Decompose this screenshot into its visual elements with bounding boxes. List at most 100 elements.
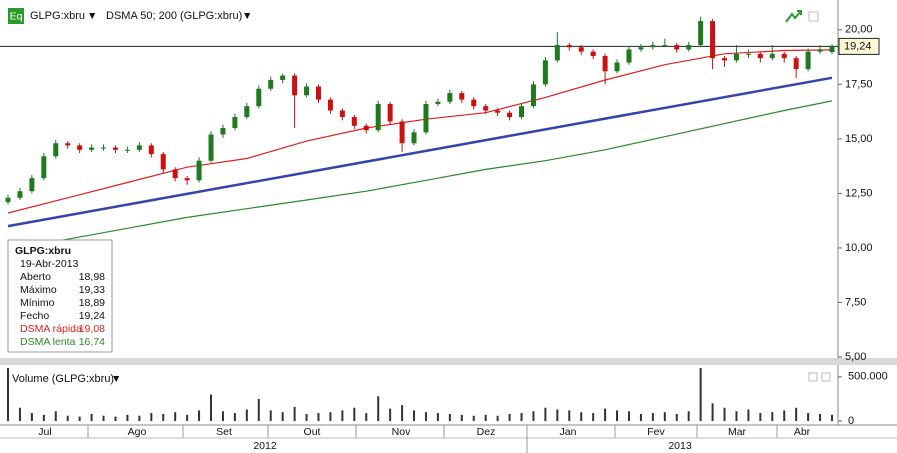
legend-value: 16,74 [79, 336, 105, 348]
candle-body [112, 147, 118, 150]
volume-bar [436, 413, 439, 421]
candle-body [722, 58, 728, 61]
candle-body [101, 147, 107, 149]
volume-bar [759, 413, 762, 421]
volume-bar [604, 408, 607, 421]
volume-bar [496, 415, 499, 421]
y-tick-label: 5,00 [845, 351, 866, 363]
symbol-icon[interactable] [8, 8, 24, 24]
candle-body [626, 49, 632, 63]
year-label: 2013 [668, 440, 692, 452]
trend-icon[interactable] [785, 10, 802, 23]
volume-bar [365, 413, 368, 421]
volume-bar [580, 412, 583, 421]
volume-bar [198, 410, 201, 421]
candle-body [423, 103, 429, 133]
candle-body [196, 160, 202, 181]
window-button[interactable] [821, 372, 831, 382]
volume-bar [30, 413, 33, 421]
info-value: 19,24 [79, 310, 105, 322]
info-title: GLPG:xbru [15, 245, 71, 257]
info-value: 18,89 [79, 297, 105, 309]
volume-bar [66, 415, 69, 421]
symbol-label[interactable]: GLPG:xbru [30, 10, 85, 22]
dropdown-arrow[interactable]: ▼ [111, 373, 121, 385]
volume-bar [245, 409, 248, 421]
legend-label: DSMA lenta [20, 336, 76, 348]
x-tick-label: Out [304, 426, 321, 438]
volume-bar [221, 411, 224, 421]
volume-bar [269, 410, 272, 421]
candle-body [351, 117, 357, 126]
candle-body [244, 106, 250, 118]
candle-body [327, 99, 333, 111]
legend-label: DSMA rápida [20, 323, 82, 335]
indicator-label[interactable]: DSMA 50; 200 (GLPG:xbru) [106, 10, 242, 22]
candle-body [638, 47, 644, 50]
candle-body [674, 45, 680, 50]
volume-bar [7, 368, 9, 421]
candle-body [65, 143, 71, 146]
candle-body [614, 62, 620, 72]
y-tick-label: 0 [848, 415, 854, 427]
volume-title[interactable]: Volume (GLPG:xbru) [12, 373, 114, 385]
candle-body [793, 58, 799, 70]
candle-body [757, 53, 763, 59]
candle-body [459, 93, 465, 100]
volume-bar [341, 410, 344, 421]
window-button[interactable] [808, 372, 818, 382]
volume-bar [532, 411, 535, 421]
info-value: 19,33 [79, 284, 105, 296]
candle-body [566, 45, 572, 48]
info-label: Mínimo [20, 297, 55, 309]
volume-bar [783, 410, 786, 421]
candle-body [578, 47, 584, 52]
volume-bar [747, 409, 750, 421]
candle-body [507, 112, 513, 118]
volume-bar [389, 408, 392, 421]
dropdown-arrow[interactable]: ▼ [87, 10, 97, 22]
volume-bar [353, 407, 356, 421]
candle-body [662, 45, 668, 47]
candle-body [530, 84, 536, 107]
candle-body [650, 45, 656, 48]
candle-body [495, 110, 501, 113]
candle-body [304, 86, 310, 96]
volume-bar [138, 415, 141, 421]
volume-bar [687, 411, 690, 421]
candle-body [769, 53, 775, 59]
volume-bar [568, 410, 571, 421]
volume-bar [699, 368, 702, 421]
candle-body [77, 145, 83, 150]
volume-bar [305, 413, 308, 421]
volume-bar [675, 413, 678, 421]
volume-bar [162, 413, 165, 421]
volume-bar [544, 407, 547, 421]
dropdown-arrow[interactable]: ▼ [242, 10, 252, 22]
candle-body [208, 134, 214, 161]
x-tick-label: Dez [477, 426, 496, 438]
info-value: 18,98 [79, 271, 105, 283]
candle-body [745, 53, 751, 55]
volume-bar [186, 414, 189, 421]
candle-body [220, 127, 226, 135]
volume-bar [377, 396, 380, 421]
last-price-box [838, 37, 880, 55]
volume-bar [233, 413, 236, 421]
info-label: Fecho [20, 310, 49, 322]
volume-bar [126, 414, 129, 421]
candle-body [519, 106, 525, 118]
candle-body [232, 117, 238, 128]
volume-bar [771, 412, 774, 421]
window-button[interactable] [808, 11, 819, 22]
volume-bar [54, 411, 57, 421]
volume-bar [293, 406, 296, 421]
candle-body [280, 75, 286, 80]
y-tick-label: 10,00 [845, 242, 873, 254]
trend-line [7, 76, 833, 228]
volume-bar [401, 405, 404, 421]
candle-body [805, 51, 811, 70]
candle-body [829, 46, 835, 53]
